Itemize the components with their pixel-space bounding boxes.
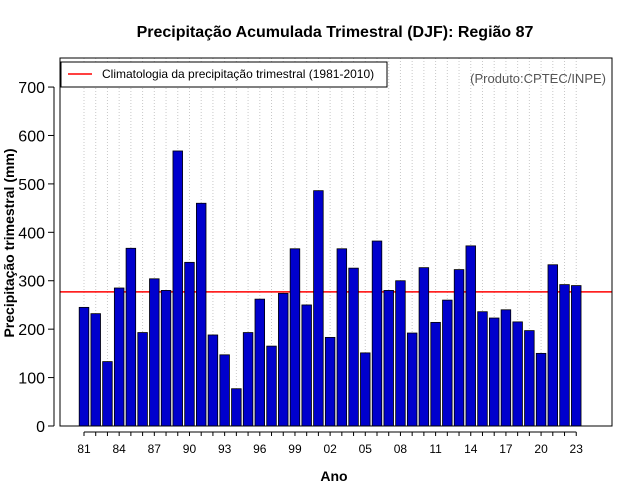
bar-82 [90,313,101,427]
x-tick-label: 14 [464,442,478,456]
bar-84 [113,287,125,427]
x-tick-label: 17 [499,442,513,456]
bar-85 [125,247,137,427]
x-tick-label: 93 [218,442,232,456]
y-tick-label: 100 [18,371,45,388]
x-tick-label: 11 [429,442,442,456]
bar-81 [78,306,90,427]
bar-04 [348,267,359,427]
bar-08 [395,280,406,427]
bar-18 [512,321,523,427]
bar-93 [219,354,230,427]
bar-83 [102,361,113,427]
bar-15 [477,311,488,427]
bar-20 [535,352,547,427]
plot-frame [59,57,613,427]
x-tick-label: 96 [253,442,267,456]
bar-22 [559,284,570,427]
bar-96 [254,298,266,427]
bar-99 [289,248,301,427]
x-tick-label: 08 [394,442,408,456]
bar-09 [406,332,418,427]
bar-92 [207,334,219,427]
bar-86 [137,332,148,427]
y-tick-label: 600 [18,128,45,145]
bar-94 [231,388,242,427]
bar-13 [453,269,465,427]
y-tick-label: 200 [18,322,45,339]
x-axis: 81 84 87 90 93 96 99 02 05 08 11 14 17 20 23 [77,431,584,456]
bar-03 [336,248,348,427]
x-axis-label: Ano [320,468,347,484]
y-tick-label: 700 [18,80,45,97]
bar-16 [488,317,500,427]
bar-series [78,150,582,427]
y-axis: 0 100 200 300 400 500 600 700 [18,80,55,436]
y-tick-label: 0 [36,419,45,436]
bar-90 [184,261,195,427]
x-tick-label: 99 [288,442,302,456]
x-tick-label: 23 [570,442,584,456]
bar-14 [465,245,476,427]
bar-10 [418,267,430,427]
x-tick-label: 90 [183,442,197,456]
bar-02 [324,336,336,427]
x-tick-label: 05 [359,442,373,456]
bar-23 [571,285,582,427]
bar-95 [242,332,254,427]
y-tick-label: 300 [18,274,45,291]
chart-title: Precipitação Acumulada Trimestral (DJF):… [137,24,534,41]
bar-97 [266,345,277,427]
bar-88 [160,290,172,427]
y-tick-label: 500 [18,177,45,194]
bar-21 [547,264,559,427]
y-tick-label: 400 [18,225,45,242]
bar-89 [172,150,183,427]
legend-box [60,61,388,88]
bar-06 [371,240,383,427]
legend-label: Climatologia da precipitação trimestral … [102,67,374,81]
bar-17 [500,309,512,427]
bar-07 [383,290,394,427]
bar-00 [301,304,312,427]
legend: Climatologia da precipitação trimestral … [60,61,388,88]
product-credit: (Produto:CPTEC/INPE) [470,71,606,86]
x-tick-label: 81 [77,442,91,456]
bar-11 [430,321,441,427]
y-axis-label: Precipitação trimestral (mm) [1,148,17,337]
bar-12 [442,299,453,427]
bar-91 [195,202,207,427]
x-tick-label: 84 [112,442,126,456]
bar-19 [524,330,535,427]
x-tick-label: 87 [148,442,162,456]
x-tick-label: 02 [323,442,337,456]
bar-01 [313,190,324,427]
x-tick-label: 20 [534,442,548,456]
bar-98 [278,292,289,427]
bar-87 [149,278,160,427]
bar-05 [360,352,371,427]
